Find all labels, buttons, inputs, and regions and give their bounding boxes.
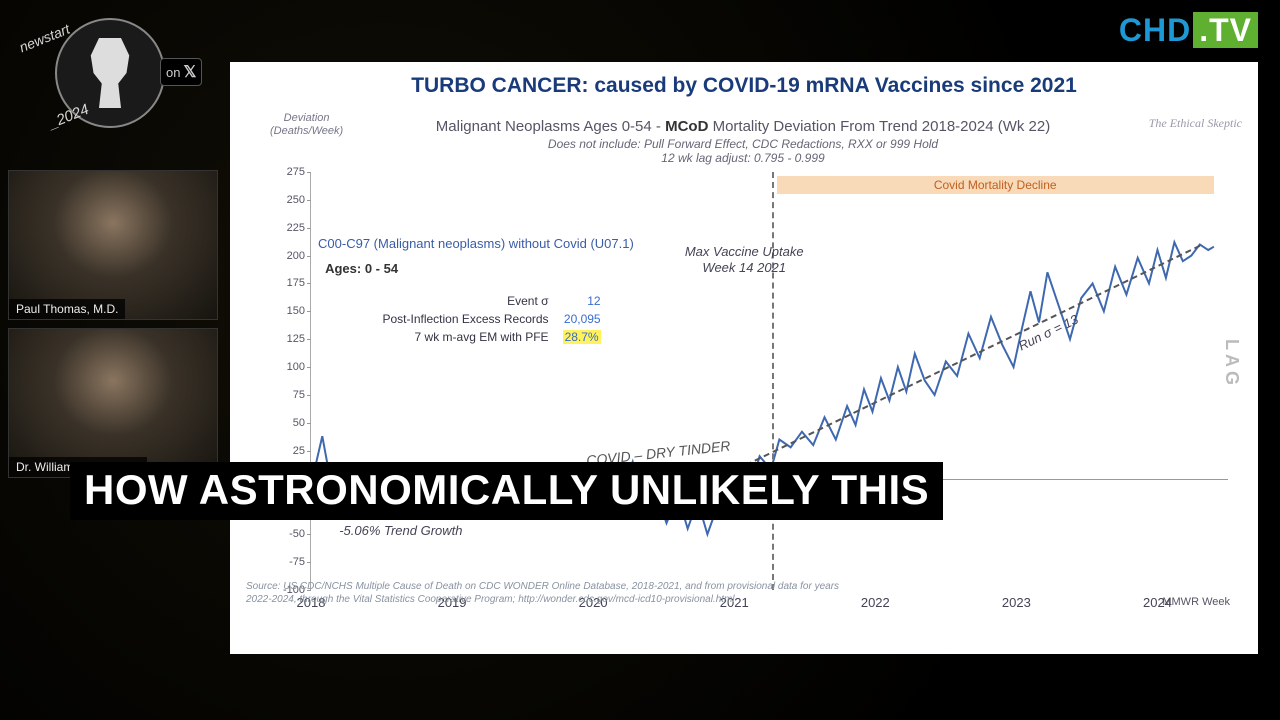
chart-attribution: The Ethical Skeptic (1149, 116, 1242, 131)
silhouette-icon (83, 38, 138, 108)
y-tick: 175 (271, 277, 305, 289)
y-tick: 200 (271, 250, 305, 262)
chart-annotation: Max Vaccine UptakeWeek 14 2021 (685, 244, 804, 275)
stats-table: Event σ12Post-Inflection Excess Records2… (374, 291, 608, 347)
speaker-pane-1: Paul Thomas, M.D. (8, 170, 218, 320)
chart-titles: Malignant Neoplasms Ages 0-54 - MCoD Mor… (240, 118, 1246, 165)
y-tick: 125 (271, 333, 305, 345)
chart-title: Malignant Neoplasms Ages 0-54 - MCoD Mor… (240, 118, 1246, 135)
decline-band: Covid Mortality Decline (777, 176, 1214, 194)
y-tick: 150 (271, 305, 305, 317)
x-tick: 2024 (1143, 595, 1172, 610)
video-caption: HOW ASTRONOMICALLY UNLIKELY THIS (70, 462, 943, 520)
chart-area: Deviation (Deaths/Week) The Ethical Skep… (240, 118, 1246, 636)
y-axis-label: Deviation (Deaths/Week) (270, 112, 343, 137)
x-axis-label: MMWR Week (1162, 596, 1230, 608)
y-tick: 25 (271, 445, 305, 457)
lag-label: LAG (1221, 339, 1242, 389)
slide-title: TURBO CANCER: caused by COVID-19 mRNA Va… (230, 62, 1258, 104)
chart-annotation: Ages: 0 - 54 (325, 261, 398, 276)
on-x-badge: on 𝕏 (160, 58, 202, 86)
presentation-slide: TURBO CANCER: caused by COVID-19 mRNA Va… (230, 62, 1258, 654)
y-tick: 50 (271, 417, 305, 429)
y-tick: 75 (271, 389, 305, 401)
plot-region: LAG MMWR Week -100-75-50-250255075100125… (310, 172, 1228, 590)
y-tick: 100 (271, 361, 305, 373)
network-logo: CHD.TV (1119, 12, 1258, 49)
y-tick: 275 (271, 166, 305, 178)
speaker-portrait (9, 329, 217, 477)
chart-annotation: C00-C97 (Malignant neoplasms) without Co… (318, 236, 634, 251)
speaker-portrait (9, 171, 217, 319)
chart-source: Source: US CDC/NCHS Multiple Cause of De… (246, 581, 839, 606)
chart-subtitle-2: 12 wk lag adjust: 0.795 - 0.999 (240, 151, 1246, 165)
speaker-pane-2: Dr. William Makis, M.D. (8, 328, 218, 478)
y-tick: 225 (271, 222, 305, 234)
chart-annotation: -5.06% Trend Growth (339, 523, 462, 538)
x-tick: 2022 (861, 595, 890, 610)
y-tick: -50 (271, 528, 305, 540)
tv-text: .TV (1193, 12, 1258, 48)
chart-subtitle-1: Does not include: Pull Forward Effect, C… (240, 137, 1246, 151)
x-tick: 2023 (1002, 595, 1031, 610)
y-tick: 250 (271, 194, 305, 206)
max-uptake-vline (772, 172, 774, 590)
chd-text: CHD (1119, 12, 1191, 48)
speaker-name-1: Paul Thomas, M.D. (9, 299, 125, 319)
on-label: on (166, 65, 180, 80)
y-tick: -75 (271, 556, 305, 568)
x-icon: 𝕏 (183, 62, 196, 82)
